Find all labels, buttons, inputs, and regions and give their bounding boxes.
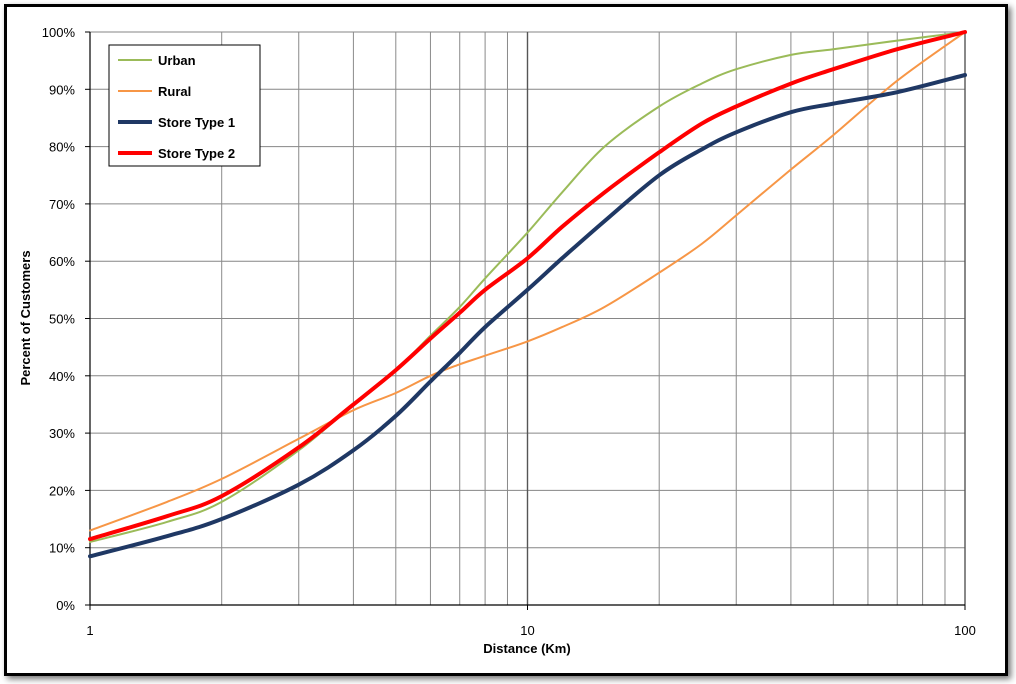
series-lines	[88, 30, 967, 559]
y-tick-label: 10%	[49, 541, 75, 556]
y-tick-label: 0%	[56, 598, 75, 613]
legend-label-store-type-2: Store Type 2	[158, 146, 235, 161]
x-tick-label: 100	[954, 623, 976, 638]
y-tick-label: 30%	[49, 426, 75, 441]
legend-label-urban: Urban	[158, 53, 196, 68]
legend-box	[108, 44, 261, 167]
x-tick-label: 10	[520, 623, 534, 638]
series-line-urban	[89, 31, 966, 543]
y-tick-label: 100%	[42, 25, 76, 40]
y-tick-label: 60%	[49, 254, 75, 269]
x-axis-title: Distance (Km)	[483, 641, 570, 656]
y-axis-title: Percent of Customers	[18, 250, 33, 385]
y-tick-label: 20%	[49, 483, 75, 498]
legend: Urban Rural Store Type 1 Store Type 2	[108, 44, 261, 167]
y-tick-label: 40%	[49, 369, 75, 384]
series-line-store-type-2	[88, 30, 967, 542]
y-tick-label: 50%	[49, 312, 75, 327]
legend-label-store-type-1: Store Type 1	[158, 115, 235, 130]
series-line-rural	[89, 31, 966, 532]
y-tick-label: 80%	[49, 140, 75, 155]
y-tick-label: 90%	[49, 82, 75, 97]
series-line-store-type-1	[88, 73, 967, 559]
axes	[85, 31, 966, 610]
tick-labels: 0% 10% 20% 30% 40% 50% 60% 70% 80% 90% 100% 1 10 100	[42, 25, 976, 638]
x-tick-label: 1	[86, 623, 93, 638]
y-tick-label: 70%	[49, 197, 75, 212]
legend-label-rural: Rural	[158, 84, 191, 99]
